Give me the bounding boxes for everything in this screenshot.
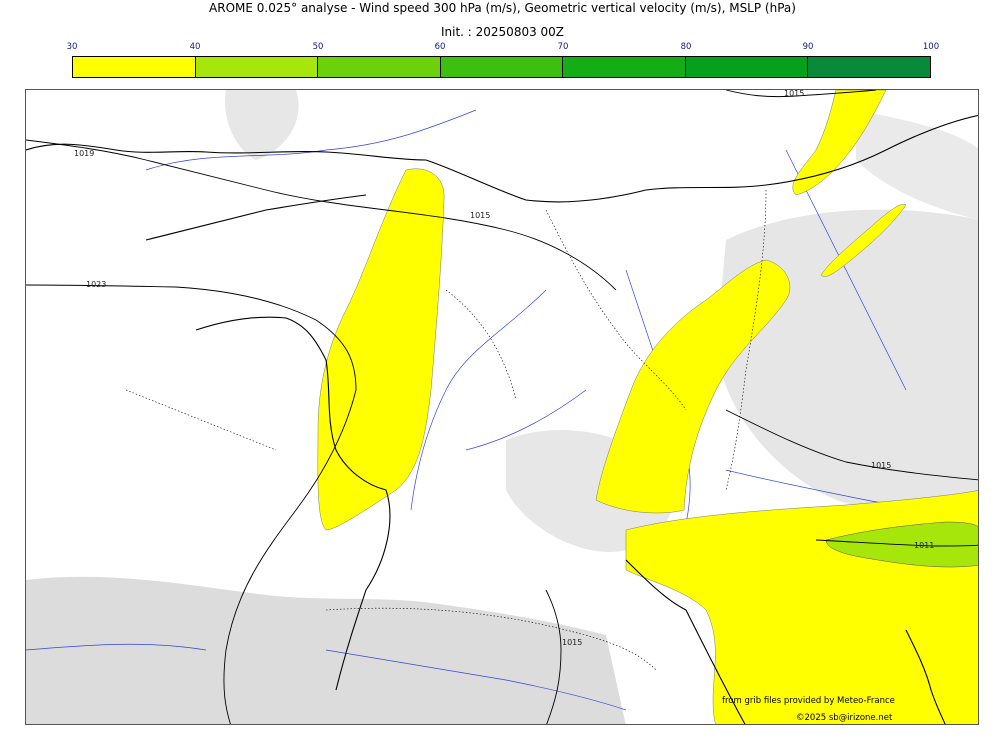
colorbar-tick: 50 [312,42,324,52]
isobar-1015-mid [385,209,617,291]
colorbar-segment-70-80 [563,57,686,77]
isobar-label: 1015 [470,211,490,220]
isobar-1023 [26,284,357,724]
coastlines [26,114,978,724]
colorbar-tick: 100 [922,42,940,52]
copyright-credit: ©2025 sb@irizone.net [796,713,893,723]
isobar-1011 [815,539,978,547]
isobar-1015-top [725,90,877,98]
isobar-label: 1015 [871,461,891,470]
isobar-label: 1015 [784,90,804,98]
colorbar-tick: 40 [189,42,201,52]
weather-map: 1019 1015 1023 1015 1015 1011 1015 [25,89,979,725]
isobar-label: 1019 [74,149,94,158]
map-canvas: 1019 1015 1023 1015 1015 1011 1015 [26,90,978,724]
colorbar-segment-90-100 [808,57,931,77]
jet-alps [595,259,791,514]
colorbar-segment-80-90 [685,57,809,77]
colorbar-segment-50-60 [318,57,441,77]
isobar-label: 1011 [914,541,934,550]
colorbar-tick: 70 [557,42,569,52]
isobar-label: 1023 [86,280,106,289]
isobar-1019 [26,139,387,211]
isobars [26,90,978,724]
jet-streaks [317,90,978,724]
colorbar-segment-30-40 [73,57,196,77]
borders [125,189,767,671]
colorbar-tick: 80 [680,42,692,52]
jet-north [792,90,887,196]
colorbar-tick: 90 [802,42,814,52]
chart-title: AROME 0.025° analyse - Wind speed 300 hP… [209,1,796,15]
colorbar-tick: 30 [66,42,78,52]
isobar-label: 1015 [562,638,582,647]
jet-north-east [820,204,907,277]
colorbar [72,56,931,78]
jet-west [317,168,445,531]
colorbar-segment-60-70 [440,57,564,77]
data-source-credit: from grib files provided by Meteo-France [722,696,895,706]
colorbar-segment-40-50 [195,57,319,77]
isobar-1015-east [725,409,978,481]
colorbar-tick: 60 [434,42,446,52]
init-time: Init. : 20250803 00Z [440,25,565,39]
isobar-1015-south [545,589,562,724]
